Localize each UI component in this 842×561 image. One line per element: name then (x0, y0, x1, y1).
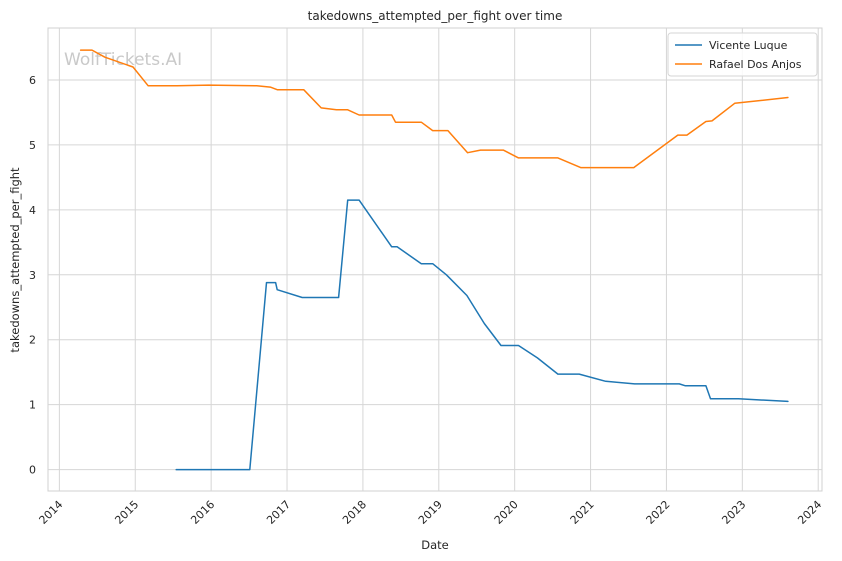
y-tick-label: 3 (29, 269, 36, 282)
legend-label: Vicente Luque (709, 39, 788, 52)
y-tick-label: 1 (29, 399, 36, 412)
y-axis-label: takedowns_attempted_per_fight (8, 167, 22, 353)
watermark: WolfTickets.AI (64, 50, 182, 70)
y-tick-label: 2 (29, 334, 36, 347)
y-tick-label: 4 (29, 204, 36, 217)
y-axis-ticks: 0 1 2 3 4 5 6 (29, 74, 36, 477)
series-lines (79, 49, 789, 471)
y-tick-label: 0 (29, 464, 36, 477)
series-line-1 (175, 199, 789, 471)
legend-label: Rafael Dos Anjos (709, 58, 802, 71)
y-gridlines (48, 79, 822, 471)
y-tick-label: 6 (29, 74, 36, 87)
plot-area (47, 27, 823, 492)
y-tick-label: 5 (29, 139, 36, 152)
legend: Vicente Luque Rafael Dos Anjos (667, 32, 818, 77)
x-gridlines (58, 28, 819, 491)
series-line-2 (79, 49, 789, 169)
x-axis-label: Date (421, 538, 449, 552)
chart-title: takedowns_attempted_per_fight over time (308, 9, 563, 23)
